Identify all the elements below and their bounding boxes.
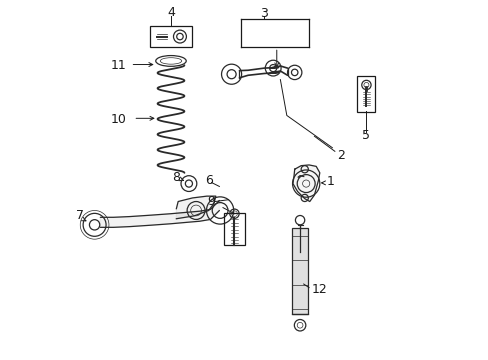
Text: 5: 5 [362, 129, 370, 142]
Polygon shape [100, 201, 219, 227]
Text: 10: 10 [110, 113, 126, 126]
Text: 2: 2 [337, 149, 345, 162]
Polygon shape [292, 165, 319, 202]
Text: 1: 1 [326, 175, 334, 188]
Bar [150, 26, 191, 47]
Text: 11: 11 [110, 59, 126, 72]
Text: 8: 8 [172, 171, 180, 184]
Bar [223, 213, 244, 245]
Text: 3: 3 [260, 7, 267, 20]
Text: 12: 12 [311, 283, 327, 296]
Bar [292, 228, 307, 315]
Text: 6: 6 [205, 174, 213, 187]
Text: 7: 7 [75, 210, 83, 222]
Text: 9: 9 [207, 195, 215, 208]
Text: 4: 4 [167, 6, 175, 19]
Polygon shape [176, 196, 215, 219]
Bar [357, 76, 375, 112]
